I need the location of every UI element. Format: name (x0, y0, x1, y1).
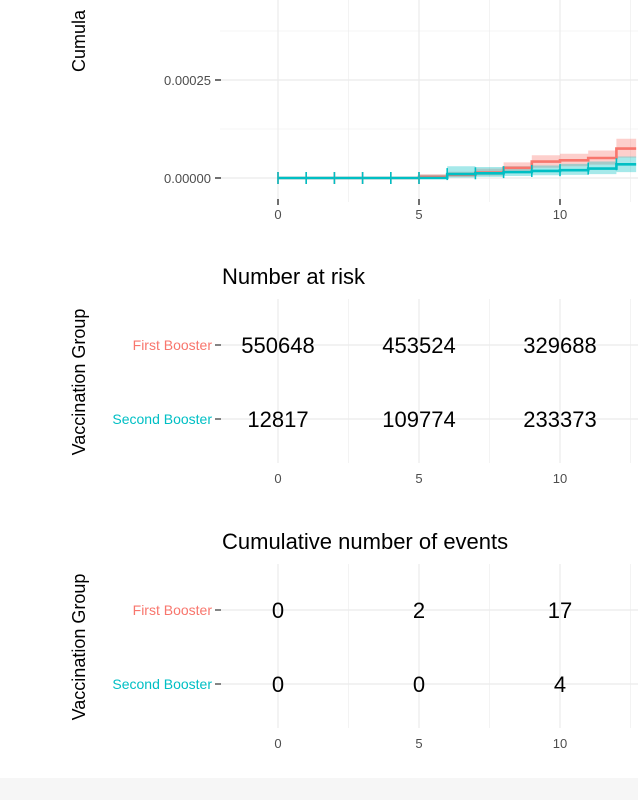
table-cell: 329688 (523, 333, 596, 358)
table-cell: 17 (548, 598, 572, 623)
table-y-axis-title: Vaccination Group (69, 309, 89, 456)
x-tick-label: 0 (274, 471, 281, 486)
y-axis-title: Cumula (69, 9, 89, 72)
table-cell: 0 (272, 672, 284, 697)
table-cell: 2 (413, 598, 425, 623)
table-cell: 453524 (382, 333, 455, 358)
x-tick-label: 10 (553, 736, 567, 751)
number-at-risk-table: Number at risk First Booster 550648 453524 3… (69, 264, 638, 486)
table-cell: 550648 (241, 333, 314, 358)
x-tick-label: 10 (553, 471, 567, 486)
table-cell: 4 (554, 672, 566, 697)
y-tick-label: 0.00000 (164, 171, 211, 186)
row-label: First Booster (133, 337, 213, 353)
row-label: Second Booster (112, 411, 212, 427)
y-tick-label: 0.00025 (164, 73, 211, 88)
row-label: First Booster (133, 602, 213, 618)
table-title: Cumulative number of events (222, 529, 508, 554)
confidence-band-1 (278, 138, 637, 178)
x-tick-label: 10 (553, 207, 567, 222)
table-cell: 0 (413, 672, 425, 697)
x-tick-label: 0 (274, 736, 281, 751)
survival-plot-panel: 0.00025 0.00000 0 5 10 Cumula (69, 0, 638, 222)
table-cell: 233373 (523, 407, 596, 432)
x-tick-label: 0 (274, 207, 281, 222)
cumulative-events-table: Cumulative number of events First Booster… (69, 529, 638, 751)
x-tick-label: 5 (415, 471, 422, 486)
table-y-axis-title: Vaccination Group (69, 574, 89, 721)
footer-band (0, 778, 638, 800)
table-cell: 0 (272, 598, 284, 623)
row-label: Second Booster (112, 676, 212, 692)
table-title: Number at risk (222, 264, 366, 289)
x-tick-label: 5 (415, 736, 422, 751)
table-cell: 12817 (247, 407, 308, 432)
x-tick-label: 5 (415, 207, 422, 222)
table-cell: 109774 (382, 407, 455, 432)
confidence-band-2 (278, 156, 637, 178)
